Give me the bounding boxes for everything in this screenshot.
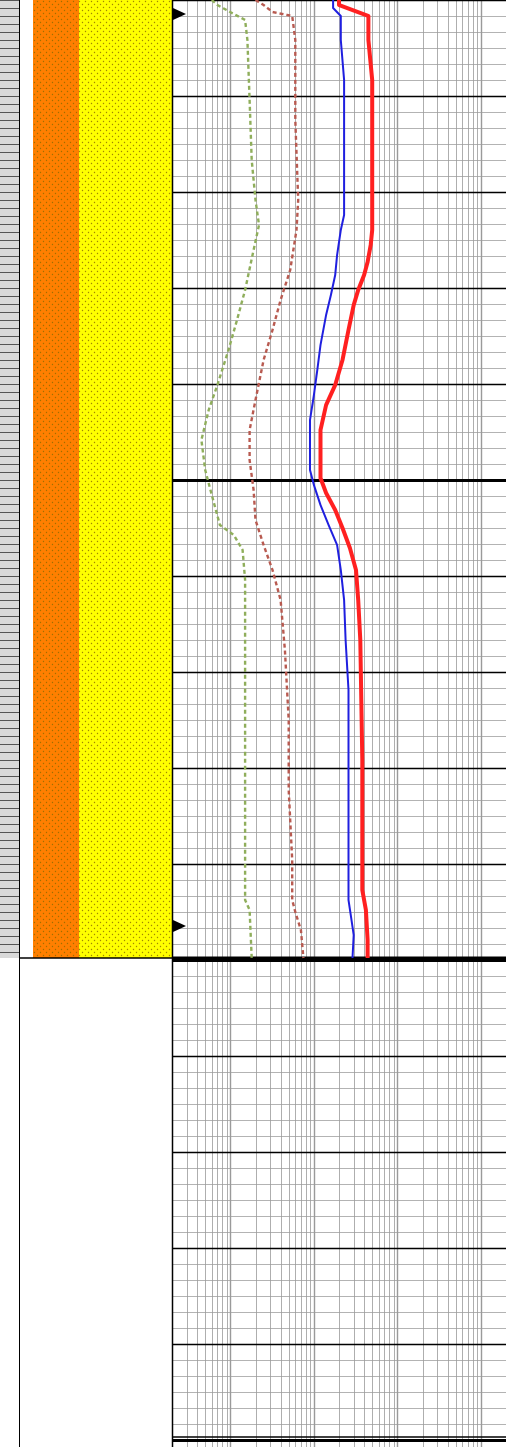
depth-marker-2 xyxy=(173,920,186,932)
chart-frame xyxy=(171,0,506,1447)
depth-track xyxy=(0,0,20,1447)
depth-track-fill xyxy=(0,0,19,958)
lithology-pattern-1 xyxy=(33,0,79,958)
log-curve-1 xyxy=(318,0,375,958)
log-curve-2 xyxy=(309,0,355,959)
depth-markers xyxy=(173,8,186,932)
log-curves xyxy=(200,0,375,959)
grid-major-horizontal xyxy=(19,0,506,1442)
lithology-pattern-2 xyxy=(79,0,172,958)
log-curve-3 xyxy=(248,0,305,959)
grid-minor-vertical xyxy=(172,0,483,1447)
log-curve-4 xyxy=(200,0,261,959)
lithology-track xyxy=(33,0,172,958)
depth-marker-1 xyxy=(173,8,186,20)
